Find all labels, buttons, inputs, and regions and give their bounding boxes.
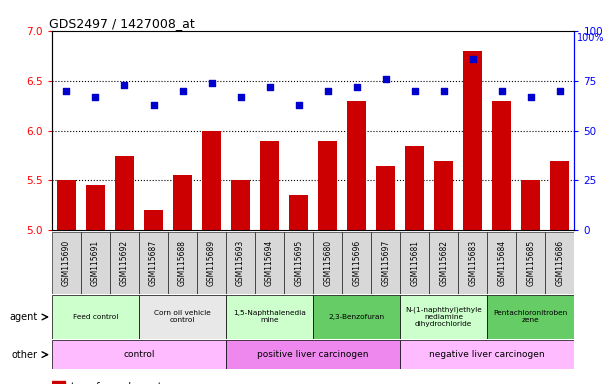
Bar: [516, 232, 546, 294]
Bar: [52, 381, 65, 384]
Text: GSM115683: GSM115683: [468, 240, 477, 286]
Text: GSM115684: GSM115684: [497, 240, 507, 286]
Bar: [144, 210, 163, 230]
Text: Pentachloronitroben
zene: Pentachloronitroben zene: [494, 311, 568, 323]
Text: GSM115687: GSM115687: [149, 240, 158, 286]
Bar: [434, 161, 453, 230]
Bar: [400, 340, 574, 369]
Text: GSM115686: GSM115686: [555, 240, 565, 286]
Point: [294, 101, 304, 108]
Point: [439, 88, 448, 94]
Bar: [110, 232, 139, 294]
Text: GSM115680: GSM115680: [323, 240, 332, 286]
Bar: [347, 101, 366, 230]
Text: agent: agent: [9, 312, 37, 322]
Bar: [226, 295, 313, 339]
Text: GDS2497 / 1427008_at: GDS2497 / 1427008_at: [49, 17, 195, 30]
Text: GSM115689: GSM115689: [207, 240, 216, 286]
Point: [555, 88, 565, 94]
Text: Corn oil vehicle
control: Corn oil vehicle control: [154, 311, 211, 323]
Bar: [488, 232, 516, 294]
Text: N-(1-naphthyl)ethyle
nediamine
dihydrochloride: N-(1-naphthyl)ethyle nediamine dihydroch…: [405, 307, 482, 327]
Bar: [115, 156, 134, 230]
Bar: [400, 232, 429, 294]
Point: [468, 56, 478, 62]
Bar: [173, 175, 192, 230]
Text: 1,5-Naphthalenedia
mine: 1,5-Naphthalenedia mine: [233, 311, 306, 323]
Bar: [226, 232, 255, 294]
Text: positive liver carcinogen: positive liver carcinogen: [257, 350, 369, 359]
Bar: [226, 340, 400, 369]
Point: [90, 94, 100, 100]
Bar: [376, 166, 395, 230]
Bar: [371, 232, 400, 294]
Point: [381, 76, 390, 82]
Text: GSM115696: GSM115696: [352, 240, 361, 286]
Bar: [458, 232, 488, 294]
Point: [526, 94, 536, 100]
Bar: [488, 295, 574, 339]
Text: Feed control: Feed control: [73, 314, 118, 320]
Bar: [81, 232, 110, 294]
Text: GSM115695: GSM115695: [294, 240, 303, 286]
Point: [410, 88, 420, 94]
Bar: [400, 295, 488, 339]
Bar: [52, 340, 226, 369]
Text: GSM115681: GSM115681: [410, 240, 419, 286]
Bar: [289, 195, 308, 230]
Point: [236, 94, 246, 100]
Bar: [313, 232, 342, 294]
Text: negative liver carcinogen: negative liver carcinogen: [430, 350, 545, 359]
Bar: [546, 232, 574, 294]
Text: GSM115693: GSM115693: [236, 240, 245, 286]
Text: control: control: [123, 350, 155, 359]
Text: GSM115685: GSM115685: [526, 240, 535, 286]
Point: [323, 88, 332, 94]
Text: GSM115690: GSM115690: [62, 240, 71, 286]
Bar: [551, 161, 569, 230]
Bar: [139, 232, 168, 294]
Bar: [52, 295, 139, 339]
Bar: [342, 232, 371, 294]
Point: [62, 88, 71, 94]
Bar: [260, 141, 279, 230]
Point: [148, 101, 158, 108]
Bar: [255, 232, 284, 294]
Point: [120, 81, 130, 88]
Text: GSM115697: GSM115697: [381, 240, 390, 286]
Point: [178, 88, 188, 94]
Bar: [313, 295, 400, 339]
Bar: [463, 51, 482, 230]
Bar: [139, 295, 226, 339]
Point: [497, 88, 507, 94]
Text: other: other: [12, 349, 37, 360]
Point: [265, 84, 274, 90]
Bar: [57, 180, 76, 230]
Bar: [318, 141, 337, 230]
Text: GSM115692: GSM115692: [120, 240, 129, 286]
Bar: [492, 101, 511, 230]
Bar: [202, 131, 221, 230]
Text: transformed count: transformed count: [71, 382, 161, 384]
Bar: [86, 185, 105, 230]
Bar: [521, 180, 540, 230]
Bar: [52, 232, 81, 294]
Bar: [197, 232, 226, 294]
Bar: [168, 232, 197, 294]
Text: 100%: 100%: [577, 33, 605, 43]
Bar: [284, 232, 313, 294]
Bar: [429, 232, 458, 294]
Bar: [405, 146, 424, 230]
Text: GSM115694: GSM115694: [265, 240, 274, 286]
Bar: [231, 180, 250, 230]
Text: GSM115688: GSM115688: [178, 240, 187, 286]
Text: GSM115691: GSM115691: [91, 240, 100, 286]
Text: GSM115682: GSM115682: [439, 240, 448, 286]
Point: [352, 84, 362, 90]
Text: 2,3-Benzofuran: 2,3-Benzofuran: [329, 314, 385, 320]
Point: [207, 79, 216, 86]
